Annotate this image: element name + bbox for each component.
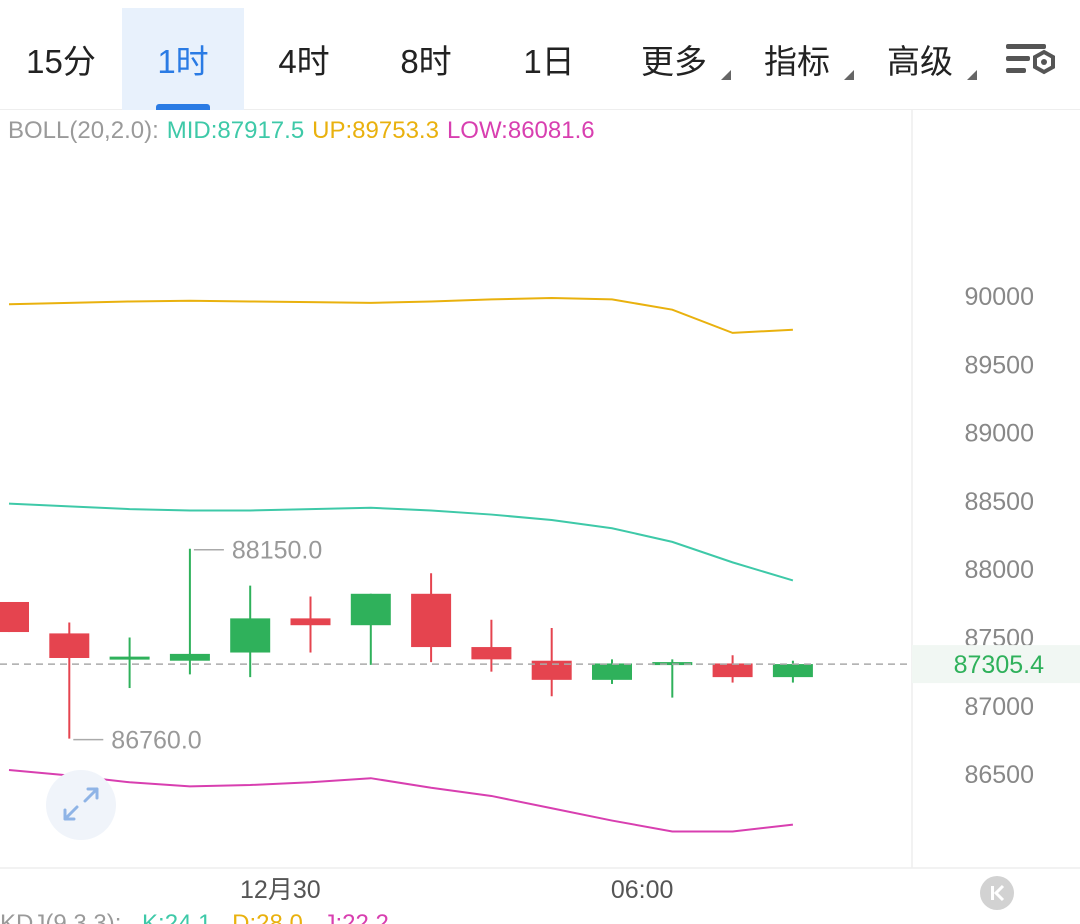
tab-4[interactable]: 1日 <box>490 8 608 110</box>
candle-body <box>49 633 90 658</box>
chart-settings-button[interactable] <box>1000 36 1060 84</box>
candle <box>411 573 452 663</box>
tab-2[interactable]: 4时 <box>245 8 363 110</box>
timeframe-tab-bar: 15分 1时 4时 8时 1日 更多 指标 高级 <box>0 0 1080 110</box>
tab-label: 8时 <box>400 43 452 80</box>
tab-label: 4时 <box>278 43 330 80</box>
tab-label: 高级 <box>887 43 953 80</box>
candle <box>49 622 90 739</box>
last-price-label-bg <box>912 645 1080 684</box>
last-price-label: 87305.4 <box>954 651 1044 679</box>
expand-arrows-icon <box>63 787 99 821</box>
candle-body <box>169 653 210 661</box>
boll-upper-line <box>8 297 793 334</box>
tab-label: 15分 <box>26 43 96 80</box>
kdj-legend-k: K:24.1 <box>142 910 212 924</box>
kdj-legend-name: KDJ(9,3,3): <box>0 910 122 924</box>
candle-body <box>411 593 452 648</box>
annotation-high-label: 88150.0 <box>232 537 322 565</box>
candle-body <box>0 601 29 633</box>
tab-label: 指标 <box>764 43 830 80</box>
candle-body <box>772 664 813 678</box>
active-tab-indicator <box>156 104 210 110</box>
tab-3[interactable]: 8时 <box>367 8 485 110</box>
candle-body <box>531 660 572 680</box>
scroll-to-latest-icon <box>991 884 1005 902</box>
candle <box>652 659 693 698</box>
y-tick-label: 89500 <box>964 351 1034 379</box>
candle <box>230 585 271 678</box>
kdj-legend-j: J:22.2 <box>323 910 389 924</box>
boll-legend: BOLL(20,2.0): MID:87917.5 UP:89753.3 LOW… <box>8 114 603 148</box>
dropdown-caret-icon <box>721 70 731 80</box>
chart-settings-icon <box>1006 44 1055 75</box>
candle <box>712 655 753 683</box>
expand-chart-button[interactable] <box>46 770 116 840</box>
x-tick-label: 06:00 <box>611 876 674 904</box>
candle <box>471 619 512 672</box>
candle <box>290 596 331 653</box>
candlestick-chart[interactable]: 8650087000875008800088500890008950090000… <box>0 110 1080 906</box>
candle-body <box>592 663 632 680</box>
boll-legend-mid: MID:87917.5 <box>166 117 305 144</box>
tab-5[interactable]: 更多 <box>615 8 733 110</box>
candle-body <box>712 663 753 678</box>
boll-legend-up: UP:89753.3 <box>312 117 439 144</box>
tab-label: 1日 <box>523 43 575 80</box>
kdj-legend: KDJ(9,3,3): K:24.1 D:28.0 J:22.2 <box>0 906 1080 924</box>
candle-body <box>290 618 331 626</box>
candle <box>592 659 632 684</box>
y-tick-label: 90000 <box>964 283 1034 311</box>
candle-body <box>230 618 271 653</box>
boll-middle-line <box>8 502 794 582</box>
tab-7[interactable]: 高级 <box>861 8 979 110</box>
y-tick-label: 88500 <box>964 488 1034 516</box>
tab-1[interactable]: 1时 <box>122 8 244 110</box>
candle-body <box>471 647 512 660</box>
boll-legend-name: BOLL(20,2.0): <box>8 117 159 144</box>
kdj-legend-d: D:28.0 <box>232 910 303 924</box>
candle <box>531 627 572 697</box>
candle-body <box>350 593 391 626</box>
candle-body <box>109 656 150 660</box>
dropdown-caret-icon <box>967 70 977 80</box>
y-tick-label: 86500 <box>964 761 1034 789</box>
candle <box>169 548 210 675</box>
boll-lower-line <box>8 769 794 833</box>
y-tick-label: 88000 <box>964 556 1034 584</box>
tab-6[interactable]: 指标 <box>738 8 856 110</box>
dropdown-caret-icon <box>844 70 854 80</box>
y-tick-label: 89000 <box>964 420 1034 448</box>
tab-0[interactable]: 15分 <box>2 8 120 110</box>
candle <box>109 637 150 689</box>
candle <box>350 593 391 665</box>
scroll-to-latest-button[interactable] <box>980 876 1014 910</box>
boll-legend-low: LOW:86081.6 <box>446 117 595 144</box>
tab-label: 更多 <box>641 43 707 80</box>
plot-area <box>0 297 813 833</box>
annotation-low-label: 86760.0 <box>111 727 201 755</box>
x-tick-label: 12月30 <box>240 876 321 904</box>
tab-label: 1时 <box>157 43 209 80</box>
y-tick-label: 87000 <box>964 693 1034 721</box>
candle <box>0 601 29 633</box>
